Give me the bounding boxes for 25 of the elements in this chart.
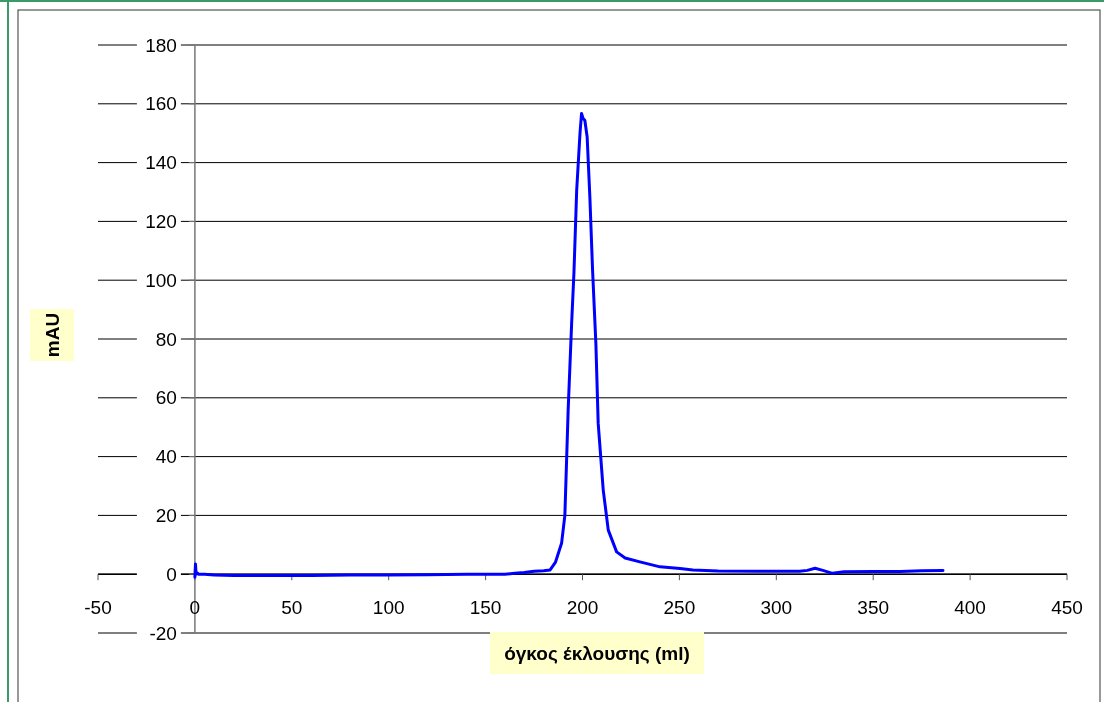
y-tick-label: 160 <box>145 93 177 115</box>
y-tick-label: 0 <box>166 563 177 585</box>
y-tick-label: 140 <box>145 152 177 174</box>
x-tick-label: 400 <box>954 597 986 619</box>
x-tick-label: 150 <box>469 597 502 619</box>
x-tick-label: 250 <box>663 597 696 619</box>
y-tick-label: 20 <box>155 505 177 527</box>
y-tick-label: -20 <box>149 622 177 644</box>
x-tick-label: 50 <box>281 597 303 619</box>
y-axis-title: mAU <box>41 312 63 358</box>
x-tick-label: 450 <box>1051 597 1083 619</box>
y-tick-label: 100 <box>145 269 177 291</box>
x-tick-label: 100 <box>372 597 405 619</box>
y-tick-label: 60 <box>155 387 177 409</box>
x-tick-label: 200 <box>566 597 599 619</box>
y-tick-label: 80 <box>155 328 177 350</box>
line-series <box>193 112 945 579</box>
y-tick-label: 120 <box>145 211 177 233</box>
x-tick-label: 300 <box>760 597 793 619</box>
x-tick-label: 350 <box>857 597 890 619</box>
x-axis-title: όγκος έκλουσης (ml) <box>504 642 690 664</box>
y-tick-label: 180 <box>145 34 177 56</box>
x-tick-label: -50 <box>84 597 112 619</box>
x-tick-label: 0 <box>189 597 201 619</box>
y-tick-label: 40 <box>155 446 177 468</box>
